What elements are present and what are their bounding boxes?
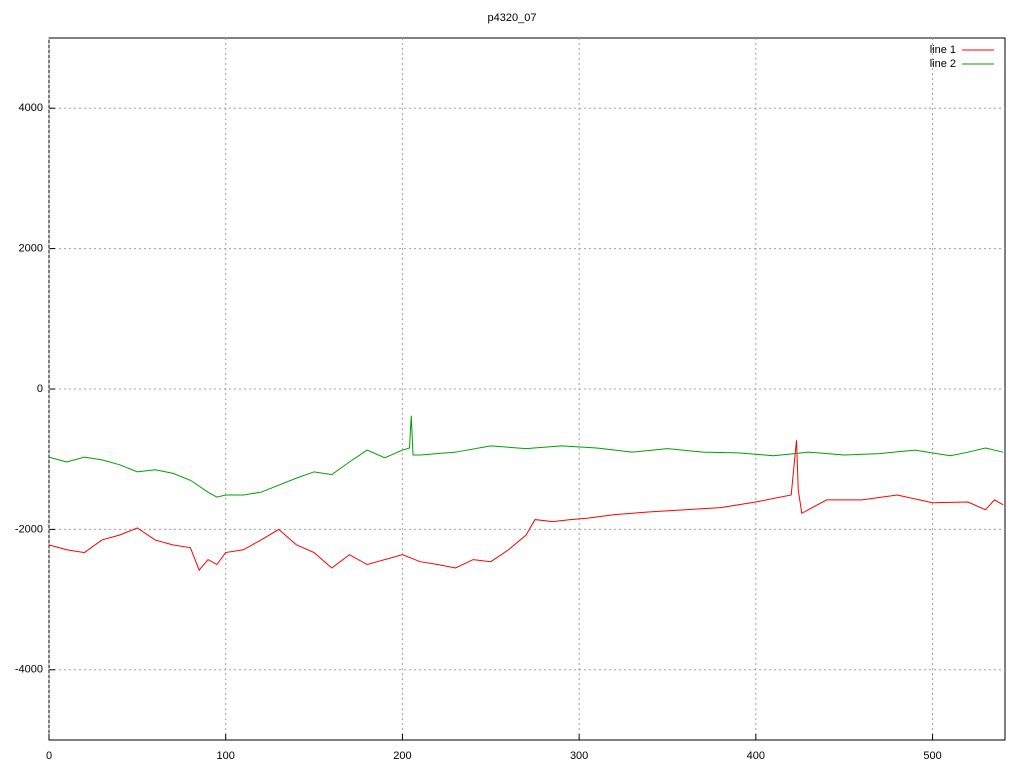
y-tick-label: 0 xyxy=(37,383,43,395)
legend-label: line 1 xyxy=(930,44,956,56)
x-tick-label: 200 xyxy=(393,750,411,762)
data-line xyxy=(48,415,1004,498)
y-tick-label: 2000 xyxy=(19,243,43,255)
x-tick-label: 500 xyxy=(923,750,941,762)
x-tick-label: 400 xyxy=(747,750,765,762)
chart-title: p4320_07 xyxy=(488,12,537,24)
x-tick-label: 0 xyxy=(46,750,52,762)
y-tick-label: -2000 xyxy=(15,523,43,535)
x-tick-label: 300 xyxy=(570,750,588,762)
data-line xyxy=(48,440,1004,572)
x-tick-label: 100 xyxy=(217,750,235,762)
y-tick-label: -4000 xyxy=(15,664,43,676)
plot-frame xyxy=(48,37,1006,741)
legend-label: line 2 xyxy=(930,58,956,70)
y-tick-label: 4000 xyxy=(19,102,43,114)
